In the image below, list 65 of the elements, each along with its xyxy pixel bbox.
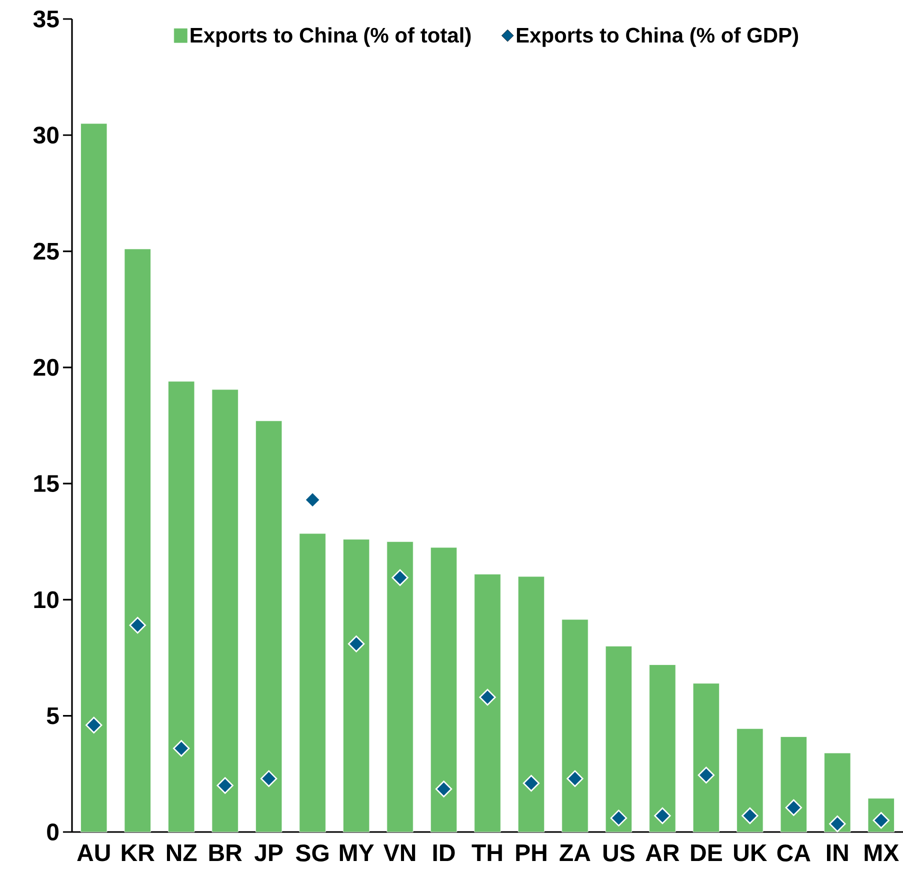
point bbox=[829, 816, 846, 832]
x-tick-label: DE bbox=[691, 844, 722, 862]
y-tick-label: 35 bbox=[33, 10, 59, 28]
y-tick-label: 5 bbox=[46, 707, 59, 724]
x-tick-label: NZ bbox=[166, 844, 197, 862]
bar bbox=[474, 574, 501, 832]
x-tick-label: US bbox=[603, 844, 634, 862]
y-tick-label: 10 bbox=[34, 591, 58, 608]
legend-label: Exports to China (% of GDP) bbox=[516, 27, 798, 47]
bar bbox=[80, 123, 108, 832]
point bbox=[435, 780, 452, 798]
y-tick-label: 20 bbox=[34, 358, 58, 376]
x-tick-label: JP bbox=[254, 844, 283, 862]
x-tick-label: VN bbox=[384, 844, 416, 862]
bar bbox=[212, 389, 238, 832]
x-tick-label: BR bbox=[209, 844, 242, 862]
x-tick-label: AU bbox=[77, 844, 110, 862]
point bbox=[566, 770, 584, 787]
bar bbox=[780, 736, 807, 832]
point bbox=[742, 807, 758, 824]
x-tick-label: ID bbox=[433, 844, 455, 862]
x-tick-label: KR bbox=[122, 844, 154, 862]
bar bbox=[255, 420, 282, 832]
bar bbox=[824, 752, 851, 832]
bar bbox=[386, 541, 414, 832]
point bbox=[216, 777, 234, 794]
y-tick-label: 25 bbox=[34, 242, 59, 260]
point bbox=[304, 491, 321, 508]
point bbox=[129, 616, 146, 634]
x-tick-label: TH bbox=[472, 844, 502, 862]
bar bbox=[168, 381, 195, 832]
point bbox=[610, 810, 628, 826]
y-tick-label: 15 bbox=[34, 475, 59, 492]
legend-label: Exports to China (% of total) bbox=[190, 27, 471, 47]
bar bbox=[605, 646, 632, 832]
bar bbox=[430, 547, 458, 832]
point bbox=[260, 770, 278, 787]
bar bbox=[736, 728, 764, 832]
x-tick-label: AR bbox=[646, 844, 680, 862]
x-tick-label: UK bbox=[734, 844, 768, 862]
x-tick-label: MX bbox=[864, 844, 899, 862]
bar bbox=[299, 533, 326, 832]
point bbox=[785, 799, 802, 816]
x-tick-label: SG bbox=[296, 844, 328, 862]
bar bbox=[562, 619, 588, 832]
point bbox=[654, 807, 671, 824]
x-tick-label: PH bbox=[516, 844, 546, 862]
bar bbox=[124, 248, 151, 832]
x-tick-label: CA bbox=[777, 844, 810, 862]
bar bbox=[692, 683, 720, 832]
bar bbox=[342, 539, 370, 832]
x-tick-label: IN bbox=[827, 844, 848, 862]
x-tick-label: ZA bbox=[560, 844, 590, 862]
bar bbox=[649, 664, 676, 832]
y-tick-label: 30 bbox=[33, 126, 58, 144]
point bbox=[86, 716, 102, 734]
point bbox=[173, 740, 190, 757]
point bbox=[698, 766, 715, 784]
point bbox=[522, 774, 540, 792]
point bbox=[392, 569, 408, 586]
point bbox=[348, 636, 365, 652]
y-tick-label: 0 bbox=[47, 823, 58, 840]
point bbox=[479, 688, 496, 706]
bar bbox=[518, 576, 545, 832]
x-tick-label: MY bbox=[340, 844, 374, 862]
